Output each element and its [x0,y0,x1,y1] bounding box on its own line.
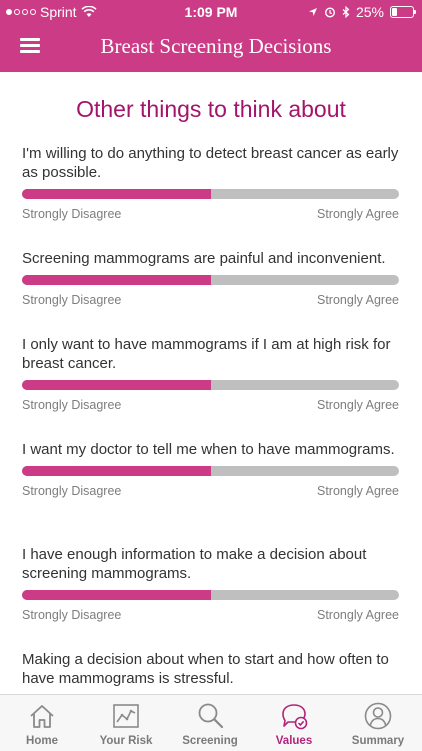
tab-screening[interactable]: Screening [168,695,252,751]
scale-labels: Strongly Disagree Strongly Agree [22,207,399,223]
scale-labels: Strongly Disagree Strongly Agree [22,293,399,309]
slider-fill [22,189,211,199]
agreement-slider[interactable] [22,590,399,600]
page-title: Other things to think about [76,96,346,122]
signal-strength-icon [6,9,36,15]
question-text: I want my doctor to tell me when to have… [22,441,395,458]
question-item: I have enough information to make a deci… [22,545,402,624]
scale-right-label: Strongly Agree [317,207,399,221]
agreement-slider[interactable] [22,189,399,199]
scale-left-label: Strongly Disagree [22,398,122,412]
question-text: I only want to have mammograms if I am a… [22,336,391,372]
carrier-name: Sprint [40,4,77,20]
slider-fill [22,275,211,285]
wifi-icon [81,6,97,17]
question-text: Making a decision about when to start an… [22,651,389,687]
slider-fill [22,380,211,390]
hamburger-menu-icon[interactable] [20,38,40,54]
question-text: Screening mammograms are painful and inc… [22,250,386,267]
scale-right-label: Strongly Agree [317,293,399,307]
risk-chart-icon [113,704,139,728]
slider-fill [22,466,211,476]
tab-label: Summary [351,735,405,747]
scale-labels: Strongly Disagree Strongly Agree [22,608,399,624]
tab-label: Home [26,735,58,747]
person-icon [364,702,392,730]
status-bar: Sprint 1:09 PM 25% [0,0,422,24]
app-header: Sprint 1:09 PM 25% [0,0,422,72]
status-left: Sprint [6,4,97,20]
bottom-tab-bar: Home Your Risk Screening Values [0,694,422,751]
question-text: I have enough information to make a deci… [22,546,367,582]
status-right: 25% [308,4,416,20]
magnifier-icon [198,703,224,729]
scale-labels: Strongly Disagree Strongly Agree [22,484,399,500]
nav-bar: Breast Screening Decisions [0,24,422,72]
tab-label: Screening [182,735,238,747]
agreement-slider[interactable] [22,380,399,390]
bluetooth-icon [342,6,350,18]
scale-left-label: Strongly Disagree [22,484,122,498]
values-content[interactable]: Other things to think about I'm willing … [0,72,422,694]
tab-label: Your Risk [99,735,153,747]
question-item: Screening mammograms are painful and inc… [22,249,402,309]
question-item: I only want to have mammograms if I am a… [22,335,402,414]
question-text: I'm willing to do anything to detect bre… [22,145,399,181]
scale-right-label: Strongly Agree [317,398,399,412]
tab-summary[interactable]: Summary [336,695,420,751]
scale-right-label: Strongly Agree [317,608,399,622]
scale-right-label: Strongly Agree [317,484,399,498]
question-item: I'm willing to do anything to detect bre… [22,144,402,223]
scale-left-label: Strongly Disagree [22,608,122,622]
alarm-icon [324,7,335,18]
scale-left-label: Strongly Disagree [22,293,122,307]
battery-icon [390,6,416,18]
tab-label: Values [275,735,313,747]
status-time: 1:09 PM [184,4,238,20]
tab-home[interactable]: Home [0,695,84,751]
tab-your-risk[interactable]: Your Risk [84,695,168,751]
location-arrow-icon [308,8,317,16]
values-chat-icon [282,704,308,730]
app-title: Breast Screening Decisions [100,34,332,58]
home-icon [30,705,54,728]
slider-fill [22,590,211,600]
agreement-slider[interactable] [22,275,399,285]
scale-labels: Strongly Disagree Strongly Agree [22,398,399,414]
agreement-slider[interactable] [22,466,399,476]
battery-percent: 25% [355,4,384,20]
question-item: I want my doctor to tell me when to have… [22,440,402,500]
question-item: Making a decision about when to start an… [22,650,402,694]
tab-values[interactable]: Values [252,695,336,751]
scale-left-label: Strongly Disagree [22,207,122,221]
